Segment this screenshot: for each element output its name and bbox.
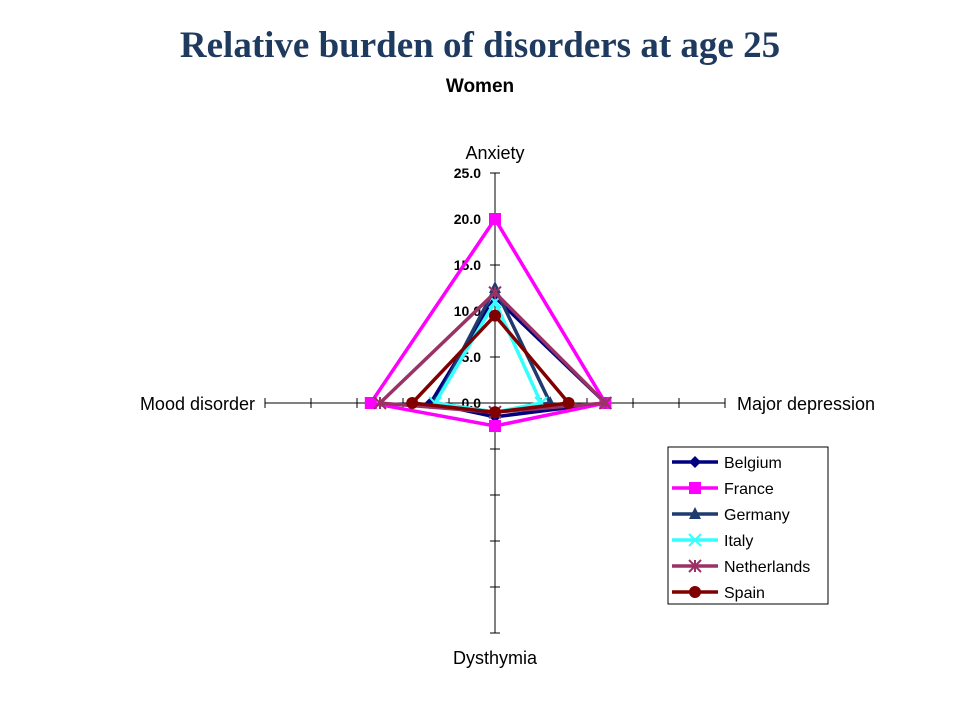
data-point-spain [489, 406, 501, 419]
legend-item-spain: Spain [672, 585, 765, 602]
legend-item-france: France [672, 481, 774, 498]
legend-item-italy: Italy [672, 533, 753, 550]
legend-marker [688, 533, 702, 547]
legend-marker [689, 456, 701, 468]
legend-item-germany: Germany [672, 507, 790, 524]
data-point-spain [406, 397, 419, 409]
legend-marker [689, 507, 701, 519]
data-point-netherlands [598, 396, 613, 410]
legend-marker [689, 482, 701, 494]
axis-label-anxiety: Anxiety [465, 143, 524, 163]
legend-marker [688, 559, 702, 573]
slide-title: Relative burden of disorders at age 25 [179, 25, 781, 66]
data-point-spain [562, 397, 575, 409]
legend-label: Germany [724, 507, 790, 524]
legend-item-belgium: Belgium [672, 455, 782, 472]
data-point-netherlands [373, 396, 387, 410]
legend-label: Spain [724, 585, 765, 602]
data-point-netherlands [488, 285, 502, 300]
legend-label: Netherlands [724, 559, 810, 576]
tick-label: 20.0 [454, 211, 481, 227]
chart-subtitle: Women [446, 76, 514, 97]
axis-label-dysthymia: Dysthymia [453, 648, 538, 668]
series-layer [364, 213, 613, 432]
axis-label-mood-disorder: Mood disorder [140, 394, 255, 414]
series-spain [406, 309, 575, 419]
tick-label: 25.0 [454, 165, 481, 181]
data-point-france [489, 213, 501, 225]
legend-box [667, 446, 829, 605]
data-point-france [489, 420, 501, 432]
legend: Belgium France Germany Italy Netherlands Spai… [667, 446, 829, 605]
legend-label: France [724, 481, 774, 498]
legend-item-netherlands: Netherlands [672, 559, 810, 576]
legend-label: Italy [724, 533, 753, 550]
data-point-spain [489, 309, 501, 322]
axis-label-major-depression: Major depression [737, 394, 875, 414]
legend-marker [689, 586, 701, 598]
series-line-italy [432, 298, 544, 414]
data-point-france [364, 397, 377, 409]
legend-label: Belgium [724, 455, 782, 472]
tick-label: 10.0 [454, 303, 481, 319]
